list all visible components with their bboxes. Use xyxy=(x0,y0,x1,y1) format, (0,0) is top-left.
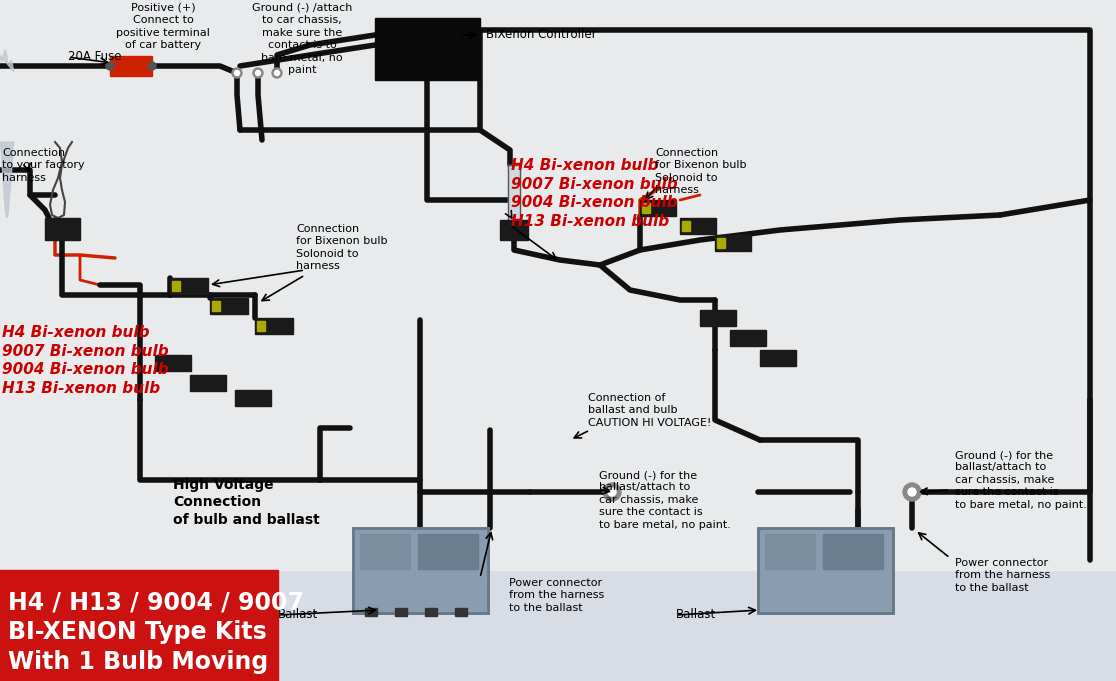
Text: H4 Bi-xenon bulb
9007 Bi-xenon bulb
9004 Bi-xenon bulb
H13 Bi-xenon bulb: H4 Bi-xenon bulb 9007 Bi-xenon bulb 9004… xyxy=(2,325,169,396)
Bar xyxy=(455,608,466,616)
Bar xyxy=(682,221,690,231)
Bar xyxy=(716,238,725,248)
Bar xyxy=(155,355,191,371)
Bar xyxy=(110,56,152,76)
Text: Ballast: Ballast xyxy=(676,609,716,622)
Bar xyxy=(210,298,248,314)
Circle shape xyxy=(903,483,921,501)
Text: Ballast: Ballast xyxy=(278,609,318,622)
Text: Ground (-) for the
ballast/attach to
car chassis, make
sure the contact is
to ba: Ground (-) for the ballast/attach to car… xyxy=(599,470,731,530)
Bar xyxy=(395,608,407,616)
Bar xyxy=(500,220,528,240)
Bar xyxy=(375,18,480,80)
Bar xyxy=(254,318,294,334)
Polygon shape xyxy=(0,142,15,218)
Circle shape xyxy=(256,71,260,76)
Circle shape xyxy=(232,68,242,78)
Bar xyxy=(172,281,180,291)
Bar xyxy=(353,528,488,613)
Bar xyxy=(758,528,893,613)
Bar xyxy=(758,528,893,613)
Bar xyxy=(822,534,883,569)
Circle shape xyxy=(148,62,156,70)
Text: Ground (-) for the
ballast/attach to
car chassis, make
sure the contact is
to ba: Ground (-) for the ballast/attach to car… xyxy=(955,450,1087,509)
Text: Connection of
ballast and bulb
CAUTION HI VOLTAGE!: Connection of ballast and bulb CAUTION H… xyxy=(588,393,711,428)
Circle shape xyxy=(608,488,616,496)
Bar xyxy=(0,570,278,681)
Bar xyxy=(235,390,271,406)
Circle shape xyxy=(908,488,916,496)
Text: H4 / H13 / 9004 / 9007: H4 / H13 / 9004 / 9007 xyxy=(8,590,304,614)
Bar xyxy=(730,330,766,346)
Bar xyxy=(764,534,815,569)
Text: BiXenon Controller: BiXenon Controller xyxy=(485,29,597,42)
Bar xyxy=(639,200,676,216)
Bar xyxy=(45,218,80,240)
Text: Connection
for Bixenon bulb
Solonoid to
harness: Connection for Bixenon bulb Solonoid to … xyxy=(655,148,747,195)
Text: Connection
to your factory
harness: Connection to your factory harness xyxy=(2,148,85,183)
Bar xyxy=(680,218,716,234)
Text: BI-XENON Type Kits: BI-XENON Type Kits xyxy=(8,620,267,644)
Bar xyxy=(365,608,377,616)
Bar xyxy=(760,350,796,366)
Bar xyxy=(257,321,264,331)
Bar xyxy=(425,608,437,616)
Text: H4 Bi-xenon bulb
9007 Bi-xenon bulb
9004 Bi-xenon bulb
H13 Bi-xenon bulb: H4 Bi-xenon bulb 9007 Bi-xenon bulb 9004… xyxy=(511,158,677,229)
Circle shape xyxy=(253,68,263,78)
Bar xyxy=(353,528,488,613)
Text: Connection
for Bixenon bulb
Solonoid to
harness: Connection for Bixenon bulb Solonoid to … xyxy=(296,224,387,271)
Text: Ground (-) /attach
to car chassis,
make sure the
contact is to
bare metal, no
pa: Ground (-) /attach to car chassis, make … xyxy=(252,3,353,75)
Bar xyxy=(170,278,208,294)
Bar xyxy=(0,0,1116,570)
Polygon shape xyxy=(0,50,15,72)
Bar xyxy=(642,203,650,213)
Bar xyxy=(715,235,751,251)
Bar xyxy=(508,165,520,220)
Circle shape xyxy=(275,71,279,76)
Bar xyxy=(190,375,227,391)
Text: 20A Fuse: 20A Fuse xyxy=(68,50,122,63)
Circle shape xyxy=(106,62,114,70)
Bar xyxy=(212,301,220,311)
Circle shape xyxy=(603,483,620,501)
Text: Power connector
from the harness
to the ballast: Power connector from the harness to the … xyxy=(509,578,604,613)
Circle shape xyxy=(234,71,240,76)
Text: High Voltage
Connection
of bulb and ballast: High Voltage Connection of bulb and ball… xyxy=(173,478,320,526)
Circle shape xyxy=(272,68,282,78)
Bar xyxy=(360,534,410,569)
Text: Power connector
from the harness
to the ballast: Power connector from the harness to the … xyxy=(955,558,1050,592)
Bar xyxy=(700,310,735,326)
Text: With 1 Bulb Moving: With 1 Bulb Moving xyxy=(8,650,268,674)
Text: Positive (+)
Connect to
positive terminal
of car battery: Positive (+) Connect to positive termina… xyxy=(116,3,210,50)
Bar xyxy=(418,534,478,569)
